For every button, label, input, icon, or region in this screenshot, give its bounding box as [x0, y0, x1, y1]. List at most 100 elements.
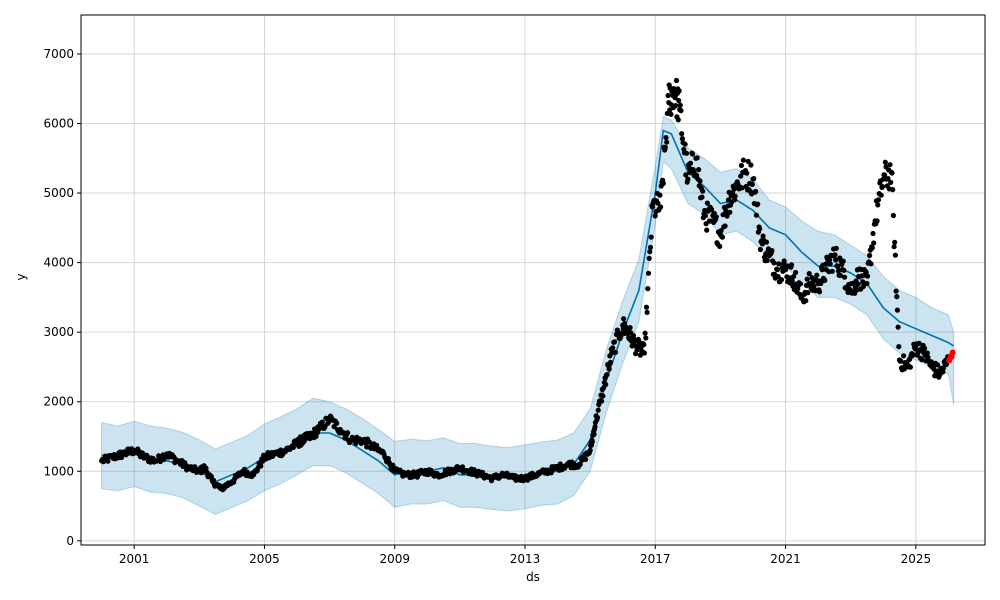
- observed-point: [594, 414, 601, 421]
- observed-point: [699, 194, 705, 200]
- observed-point: [755, 201, 761, 207]
- observed-point: [683, 150, 690, 156]
- observed-point: [647, 249, 653, 255]
- observed-point: [676, 98, 682, 104]
- observed-point: [901, 353, 907, 359]
- highlight-point: [946, 357, 953, 364]
- x-axis-ticks: 2001 2005 2009 2013 2017 2021 2025: [119, 545, 931, 566]
- y-tick-label: 7000: [43, 47, 74, 61]
- observed-point: [793, 269, 799, 276]
- observed-point: [910, 352, 916, 358]
- observed-point: [722, 223, 728, 229]
- observed-point: [806, 271, 812, 277]
- observed-point: [835, 268, 842, 274]
- observed-point: [885, 176, 891, 182]
- observed-point: [655, 200, 661, 206]
- observed-point: [658, 204, 664, 210]
- observed-point: [895, 324, 901, 330]
- observed-point: [740, 157, 747, 163]
- observed-point: [345, 430, 351, 436]
- observed-point: [789, 278, 795, 284]
- observed-point: [646, 255, 652, 261]
- observed-point: [606, 366, 612, 372]
- observed-point: [727, 209, 733, 215]
- observed-point: [757, 226, 763, 232]
- observed-point: [896, 344, 902, 350]
- observed-point: [778, 277, 785, 283]
- observed-point: [894, 307, 901, 313]
- observed-point: [870, 230, 876, 237]
- observed-point: [934, 362, 941, 368]
- observed-point: [642, 330, 648, 336]
- observed-point: [645, 270, 652, 276]
- observed-point: [334, 420, 340, 426]
- observed-point: [781, 258, 787, 264]
- observed-point: [753, 188, 759, 195]
- observed-point: [764, 257, 770, 264]
- observed-point: [889, 170, 895, 176]
- observed-point: [753, 212, 760, 218]
- observed-point: [863, 269, 869, 275]
- observed-point: [748, 162, 754, 168]
- y-tick-label: 2000: [43, 395, 74, 409]
- observed-point: [577, 461, 583, 467]
- observed-point: [694, 155, 700, 161]
- observed-point: [860, 279, 866, 285]
- observed-point: [697, 178, 703, 184]
- observed-point: [893, 288, 899, 294]
- observed-point: [677, 102, 683, 108]
- observed-point: [385, 456, 391, 462]
- y-tick-label: 3000: [43, 325, 74, 339]
- observed-point: [940, 369, 946, 375]
- observed-point: [871, 240, 877, 246]
- observed-point: [673, 103, 679, 109]
- observed-point: [791, 273, 797, 280]
- observed-point: [894, 294, 900, 300]
- observed-point: [841, 267, 847, 273]
- x-axis-label: ds: [526, 570, 540, 584]
- observed-point: [760, 233, 766, 239]
- x-tick-label: 2013: [510, 552, 541, 566]
- observed-point: [592, 424, 598, 430]
- observed-point: [840, 258, 846, 264]
- observed-point: [675, 117, 681, 123]
- observed-point: [891, 244, 897, 250]
- observed-point: [842, 274, 848, 280]
- observed-point: [919, 357, 925, 363]
- observed-point: [644, 309, 650, 315]
- observed-point: [757, 246, 764, 253]
- observed-point: [689, 151, 696, 157]
- observed-point: [301, 438, 307, 444]
- observed-point: [679, 136, 686, 142]
- observed-point: [647, 244, 654, 250]
- observed-point: [769, 248, 775, 254]
- observed-point: [875, 202, 881, 208]
- observed-point: [290, 444, 296, 450]
- observed-point: [664, 139, 670, 145]
- x-tick-label: 2021: [770, 552, 801, 566]
- observed-point: [907, 364, 914, 370]
- y-tick-label: 0: [66, 534, 74, 548]
- observed-point: [880, 184, 886, 190]
- observed-point: [603, 381, 609, 388]
- x-tick-label: 2005: [249, 552, 280, 566]
- observed-point: [732, 193, 738, 199]
- grid-lines: [81, 15, 985, 545]
- observed-point: [835, 263, 841, 270]
- uncertainty-interval: [101, 115, 955, 515]
- observed-point: [890, 212, 897, 219]
- observed-point: [832, 252, 838, 258]
- observed-point: [745, 158, 751, 164]
- highlight-point: [949, 349, 956, 356]
- observed-point: [763, 239, 770, 245]
- observed-point: [867, 252, 873, 259]
- observed-point: [837, 272, 844, 278]
- observed-point: [627, 325, 633, 331]
- observed-point: [744, 170, 750, 176]
- observed-point: [600, 393, 606, 399]
- observed-point: [882, 172, 888, 178]
- observed-point: [819, 267, 825, 273]
- observed-point: [888, 179, 894, 185]
- observed-point: [833, 257, 839, 263]
